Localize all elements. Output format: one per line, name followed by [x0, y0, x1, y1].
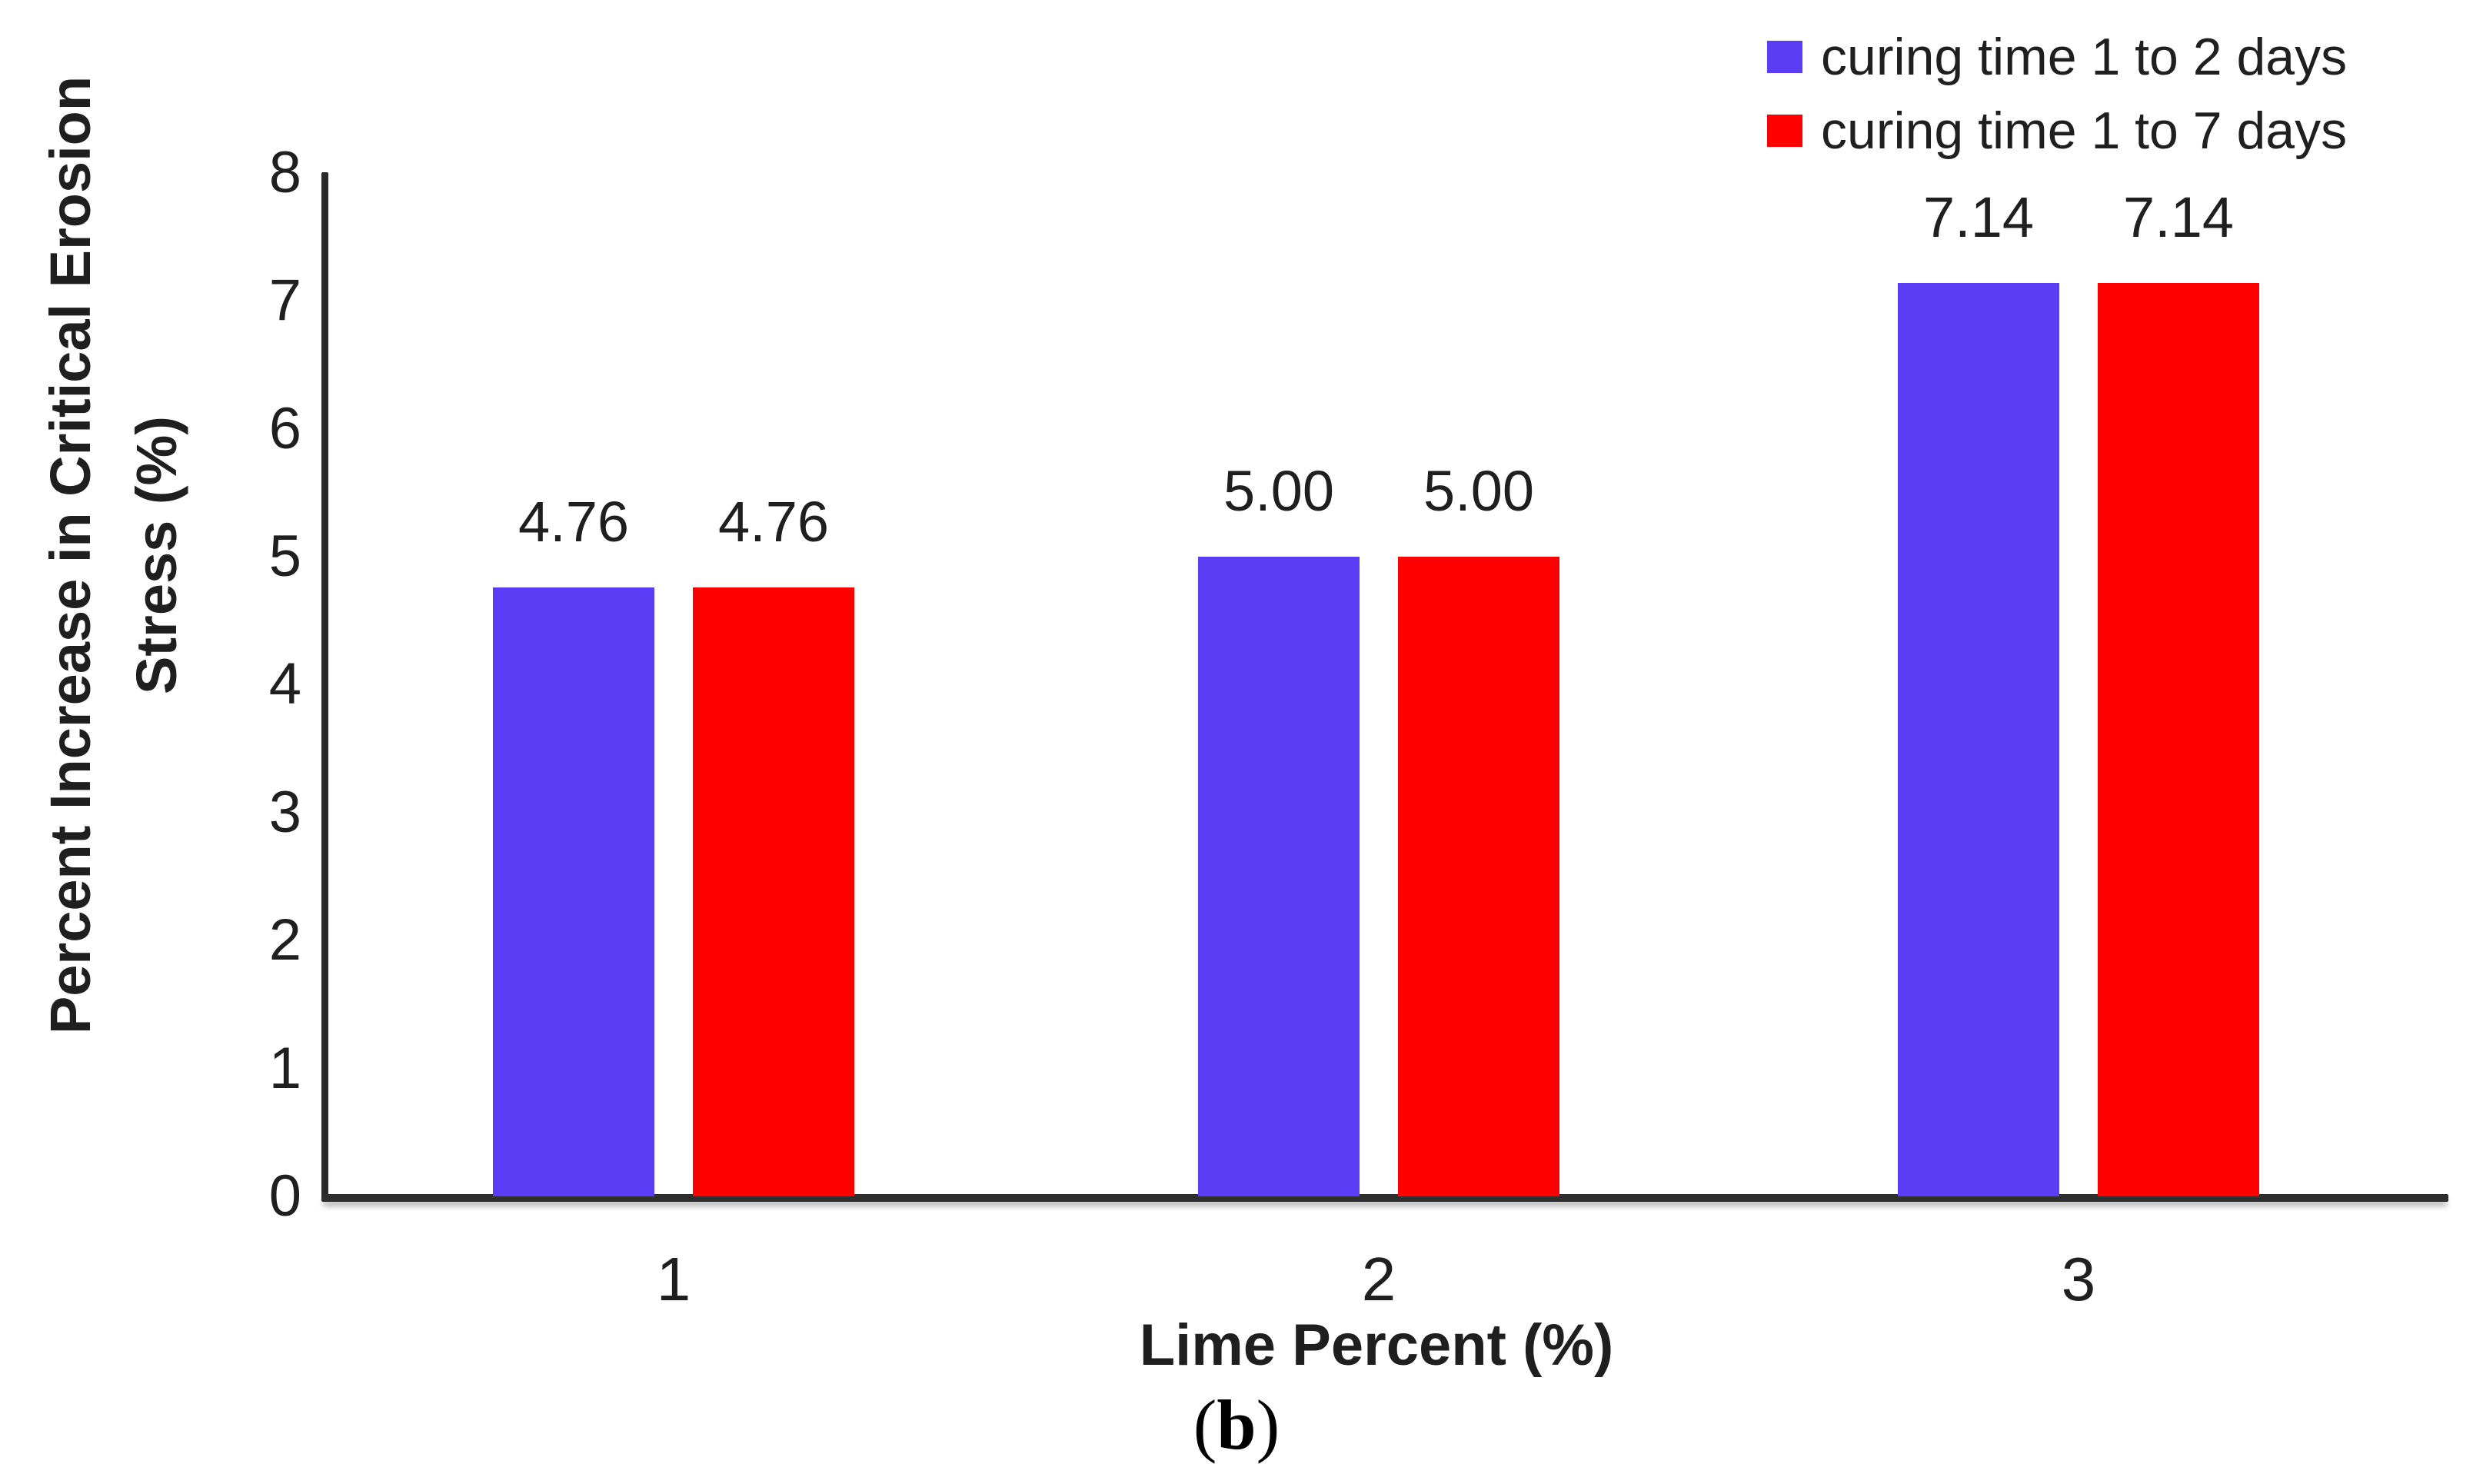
bar-red-group3 [2098, 282, 2259, 1196]
y-tick-label: 4 [268, 651, 301, 717]
subfigure-caption: (b) [0, 1384, 2473, 1466]
legend-label-series1: curing time 1 to 2 days [1821, 28, 2348, 86]
y-axis-title: Percent Increase in Critical Erosion Str… [28, 46, 203, 1064]
caption-letter: b [1217, 1386, 1256, 1464]
bar-value-label: 5.00 [1223, 459, 1335, 523]
legend-item-series2: curing time 1 to 7 days [1767, 95, 2347, 166]
x-axis-title: Lime Percent (%) [1139, 1313, 1614, 1378]
legend-swatch-red [1767, 115, 1802, 147]
y-tick-label: 8 [268, 139, 301, 205]
y-tick-label: 5 [268, 524, 301, 589]
x-tick-label: 2 [1361, 1245, 1396, 1313]
legend: curing time 1 to 2 days curing time 1 to… [1767, 22, 2347, 166]
y-tick-label: 2 [268, 907, 301, 973]
y-axis [321, 172, 328, 1201]
bar-value-label: 4.76 [518, 489, 630, 554]
legend-item-series1: curing time 1 to 2 days [1767, 22, 2347, 92]
x-axis [321, 1194, 2448, 1202]
y-tick-label: 7 [268, 268, 301, 334]
caption-open-paren: ( [1193, 1386, 1217, 1464]
bar-value-label: 5.00 [1423, 459, 1535, 523]
y-axis-title-line1: Percent Increase in Critical Erosion [38, 75, 102, 1035]
y-tick-label: 6 [268, 395, 301, 461]
caption-close-paren: ) [1256, 1386, 1280, 1464]
bar-value-label: 7.14 [2122, 185, 2235, 249]
y-tick-label: 0 [268, 1163, 301, 1229]
x-tick-label: 1 [656, 1245, 691, 1313]
bar-blue-group3 [1898, 282, 2059, 1196]
y-tick-label: 3 [268, 779, 301, 845]
bar-value-label: 7.14 [1922, 185, 2035, 249]
legend-swatch-blue [1767, 41, 1802, 73]
legend-label-series2: curing time 1 to 7 days [1821, 101, 2348, 160]
x-tick-label: 3 [2061, 1245, 2096, 1313]
y-tick-label: 1 [268, 1035, 301, 1101]
y-axis-title-line2: Stress (%) [125, 416, 188, 694]
bar-red-group1 [693, 587, 854, 1196]
bar-blue-group1 [493, 587, 654, 1196]
bar-value-label: 4.76 [717, 489, 830, 554]
bar-blue-group2 [1198, 557, 1360, 1196]
bar-red-group2 [1398, 557, 1559, 1196]
